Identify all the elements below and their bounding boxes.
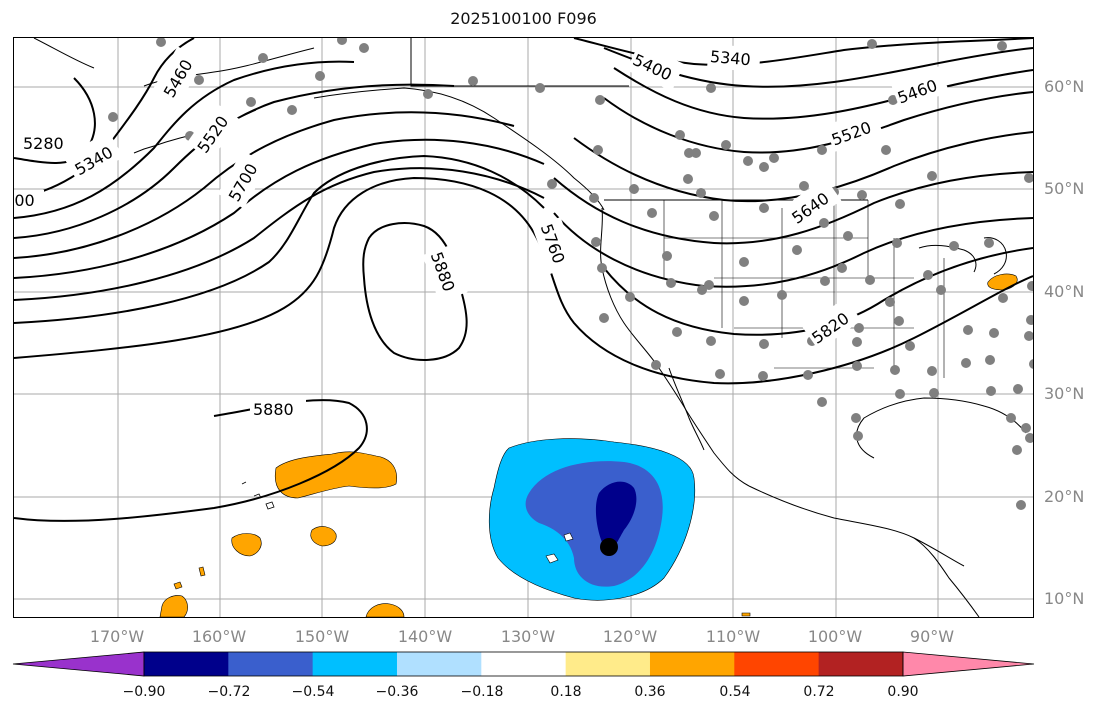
colorbar <box>12 651 1035 677</box>
colorbar-tick: 0.18 <box>550 684 582 700</box>
lon-label-130w: 130°W <box>500 627 556 646</box>
colorbar-tick: 0.36 <box>634 684 666 700</box>
colorbar-segment <box>144 652 229 676</box>
storm-center-marker <box>600 538 618 556</box>
positive-region-2 <box>231 533 262 557</box>
station-dots <box>108 38 1033 510</box>
colorbar-tick: −0.36 <box>375 684 419 700</box>
colorbar-tick: −0.18 <box>460 684 504 700</box>
lat-label-30n: 30°N <box>1044 384 1085 403</box>
height-contours <box>14 38 1033 522</box>
alaska-canada-border <box>410 38 629 87</box>
map-title: 2025100100 F096 <box>450 9 597 28</box>
lat-label-10n: 10°N <box>1044 589 1085 608</box>
colorbar-segments <box>12 651 1035 677</box>
positive-region-great-lakes <box>987 273 1018 291</box>
positive-region-4 <box>159 595 188 617</box>
colorbar-segment <box>396 652 482 676</box>
colorbar-extend-low <box>12 651 145 677</box>
baja-california <box>668 367 705 451</box>
lon-label-90w: 90°W <box>909 627 955 646</box>
lon-label-160w: 160°W <box>191 627 247 646</box>
colorbar-extend-high <box>902 651 1035 677</box>
contour-5880-loop <box>362 222 468 361</box>
colorbar-segment <box>734 652 820 676</box>
colorbar-outline <box>143 651 904 677</box>
map-panel: 5280 5340 5400 5460 5520 5700 5880 5760 … <box>13 37 1034 618</box>
contour-5700 <box>14 154 545 324</box>
contour-label-5400-west: 5400 <box>14 191 35 210</box>
positive-region-tiny <box>741 612 751 617</box>
positive-region-5 <box>365 603 405 617</box>
lat-label-40n: 40°N <box>1044 282 1085 301</box>
colorbar-tick: 0.72 <box>803 684 835 700</box>
lat-label-20n: 20°N <box>1044 487 1085 506</box>
colorbar-tick: −0.72 <box>207 684 251 700</box>
contour-label-5340-east: 5340 <box>709 47 751 69</box>
positive-region-3 <box>310 526 337 547</box>
contour-labels: 5280 5340 5400 5460 5520 5700 5880 5760 … <box>14 42 950 420</box>
lon-label-120w: 120°W <box>602 627 658 646</box>
small-white-hole-1 <box>545 553 559 564</box>
colorbar-segment <box>818 652 904 676</box>
colorbar-segment <box>312 652 398 676</box>
colorbar-segment <box>228 652 314 676</box>
lat-label-50n: 50°N <box>1044 179 1085 198</box>
contour-5520-a <box>14 111 515 259</box>
contour-5340-a <box>14 38 195 199</box>
lon-label-170w: 170°W <box>89 627 145 646</box>
colorbar-segment <box>649 652 735 676</box>
map-canvas: 5280 5340 5400 5460 5520 5700 5880 5760 … <box>14 38 1033 617</box>
colorbar-tick: −0.90 <box>122 684 166 700</box>
colorbar-segment <box>565 652 651 676</box>
central-america <box>913 537 980 617</box>
positive-region-7 <box>198 566 206 577</box>
shaded-field <box>159 273 1018 617</box>
colorbar-tick: 0.90 <box>887 684 919 700</box>
colorbar-tick: −0.54 <box>291 684 335 700</box>
colorbar-segment <box>481 652 567 676</box>
contour-5640-a <box>14 167 545 301</box>
contour-label-5880-south: 5880 <box>253 400 294 419</box>
contour-5700-east <box>553 212 1033 288</box>
contour-label-5280: 5280 <box>23 134 64 153</box>
positive-region-6 <box>173 581 183 590</box>
lon-label-100w: 100°W <box>807 627 863 646</box>
contour-5880-south <box>14 399 368 522</box>
mexico-gulf-coast <box>748 397 1027 567</box>
negative-region-core <box>595 481 637 551</box>
colorbar-tick: 0.54 <box>719 684 751 700</box>
contour-5460-east <box>613 67 1033 120</box>
small-white-hole-2 <box>563 532 574 542</box>
positive-region-hawaii-west <box>274 451 397 499</box>
lon-label-150w: 150°W <box>294 627 350 646</box>
contour-5760 <box>14 176 1033 385</box>
contour-5400-a <box>14 60 355 219</box>
lat-label-60n: 60°N <box>1044 77 1085 96</box>
lon-label-110w: 110°W <box>705 627 761 646</box>
lon-label-140w: 140°W <box>397 627 453 646</box>
contour-5580 <box>14 138 545 279</box>
contour-5640-east <box>553 171 1033 245</box>
